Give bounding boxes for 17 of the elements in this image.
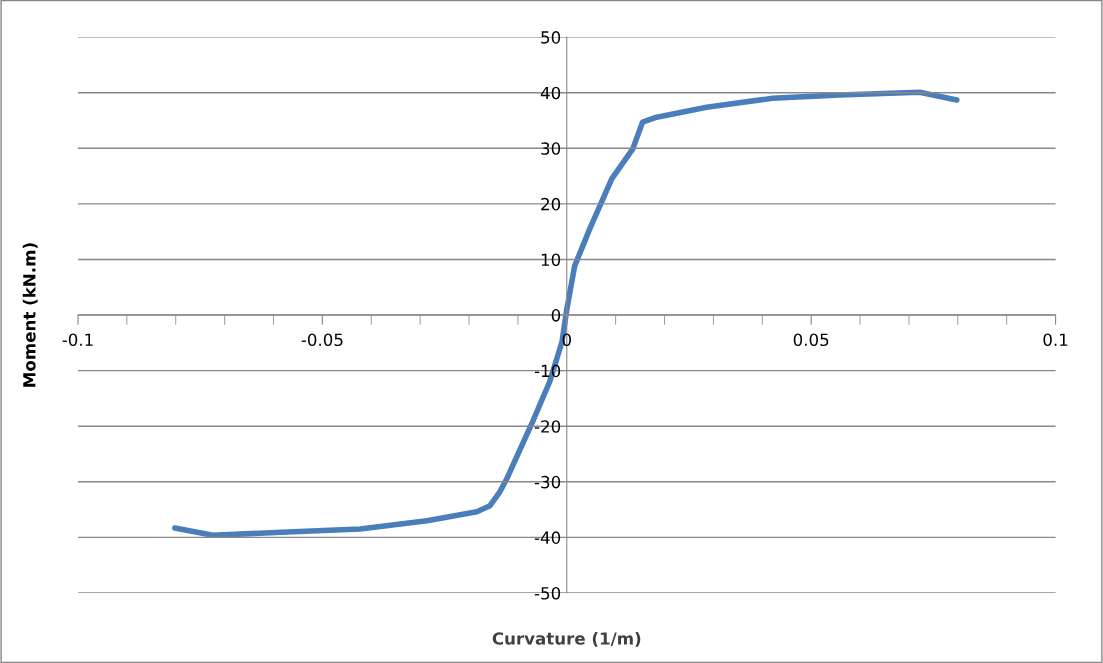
y-tick-label: -20 (534, 420, 561, 433)
x-tick-label: -0.1 (62, 333, 93, 347)
y-tick-label: 0 (551, 309, 561, 322)
y-tick-label: 40 (540, 86, 561, 100)
y-tick-label: 30 (541, 142, 561, 155)
y-tick-label: 10 (541, 253, 561, 267)
y-tick-label: -10 (534, 364, 561, 378)
x-tick-label: 0.05 (793, 333, 829, 347)
x-axis-title: Curvature (1/m) (492, 631, 641, 647)
y-tick-label: -40 (534, 531, 561, 544)
x-tick-label: 0.1 (1043, 333, 1068, 347)
x-tick-label: -0.05 (301, 333, 343, 347)
y-tick-label: -50 (534, 586, 561, 600)
y-tick-label: 20 (541, 197, 561, 211)
y-tick-label: -30 (534, 475, 561, 489)
y-tick-label: 50 (541, 31, 561, 44)
y-axis-title: Moment (kN.m) (22, 243, 38, 387)
